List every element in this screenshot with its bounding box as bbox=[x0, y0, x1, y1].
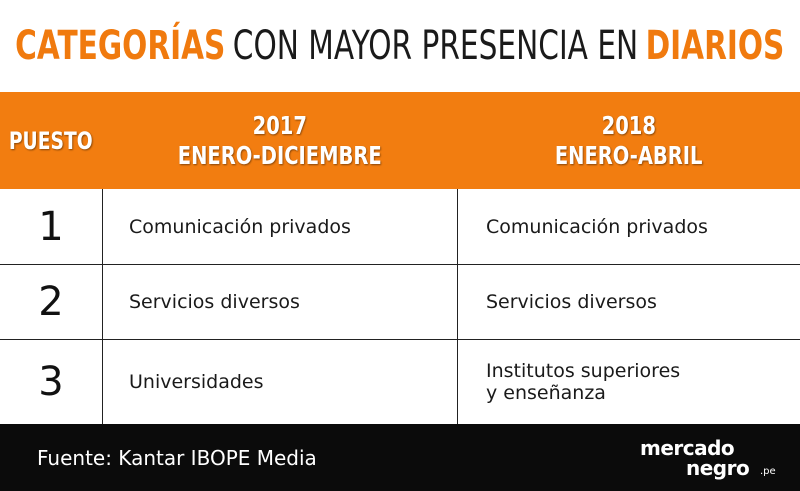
cell-2018-line1: Institutos superiores bbox=[486, 360, 681, 382]
cell-2017: Universidades bbox=[129, 371, 264, 393]
column-divider bbox=[457, 189, 458, 424]
header-2017-year: 2017 bbox=[252, 110, 308, 140]
footer: Fuente: Kantar IBOPE Media mercado negro… bbox=[0, 424, 800, 491]
title-word-diarios: DIARIOS bbox=[645, 23, 785, 69]
rank-number: 1 bbox=[38, 203, 64, 250]
header-2018: 2018 ENERO-ABRIL bbox=[458, 92, 800, 189]
header-2018-period: ENERO-ABRIL bbox=[555, 140, 703, 170]
page-title: CATEGORÍAS CON MAYOR PRESENCIA EN DIARIOS bbox=[0, 0, 800, 92]
rank-number: 2 bbox=[38, 279, 64, 325]
mercado-negro-logo: mercado negro .pe bbox=[640, 436, 776, 480]
table-body: 1 Comunicación privados Comunicación pri… bbox=[0, 189, 800, 424]
cell-2018: Comunicación privados bbox=[486, 215, 708, 238]
header-2017: 2017 ENERO-DICIEMBRE bbox=[102, 92, 458, 189]
cell-2018-line2: y enseñanza bbox=[486, 382, 606, 404]
rank-number: 3 bbox=[38, 359, 64, 405]
title-word-categorias: CATEGORÍAS bbox=[15, 23, 226, 69]
cell-2017: Servicios diversos bbox=[129, 291, 300, 313]
cell-2017: Comunicación privados bbox=[129, 215, 351, 238]
header-2017-period: ENERO-DICIEMBRE bbox=[178, 140, 382, 170]
table-row: 1 Comunicación privados Comunicación pri… bbox=[0, 189, 800, 265]
table-row: 2 Servicios diversos Servicios diversos bbox=[0, 265, 800, 340]
cell-2018: Servicios diversos bbox=[486, 291, 657, 313]
header-puesto: PUESTO bbox=[9, 126, 93, 155]
column-divider bbox=[102, 189, 103, 424]
header-2018-year: 2018 bbox=[601, 110, 657, 140]
table-row: 3 Universidades Institutos superiores y … bbox=[0, 340, 800, 424]
source-text: Fuente: Kantar IBOPE Media bbox=[37, 445, 317, 470]
cell-2018: Institutos superiores y enseñanza bbox=[486, 340, 791, 424]
table-header: PUESTO 2017 ENERO-DICIEMBRE 2018 ENERO-A… bbox=[0, 92, 800, 189]
title-middle: CON MAYOR PRESENCIA EN bbox=[233, 23, 639, 69]
